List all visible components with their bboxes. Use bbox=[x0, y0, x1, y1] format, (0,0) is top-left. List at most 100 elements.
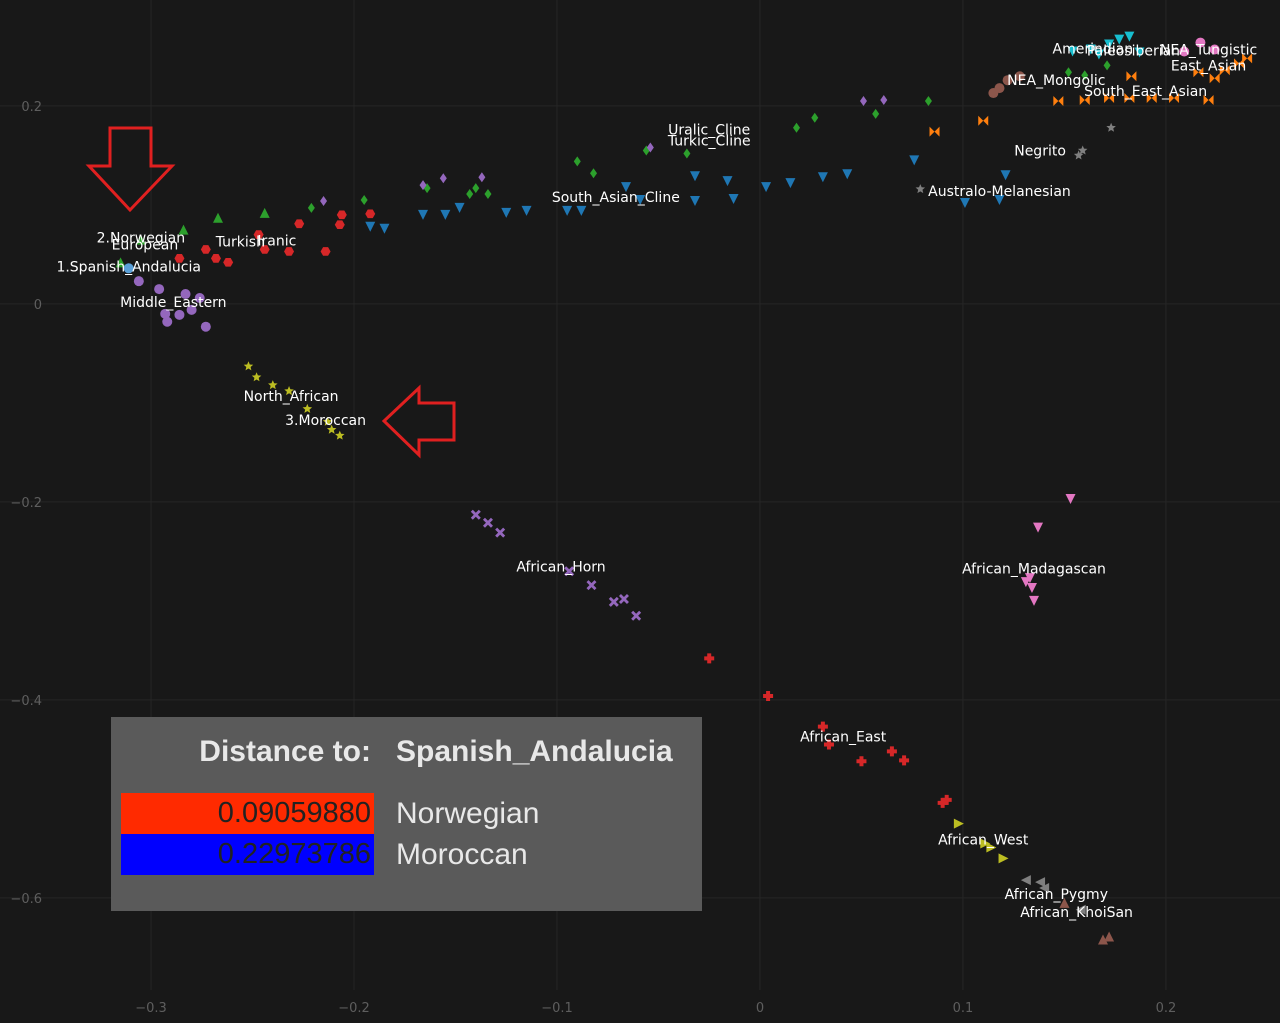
point bbox=[200, 245, 211, 254]
point bbox=[978, 115, 989, 126]
point bbox=[683, 148, 691, 159]
point bbox=[320, 247, 331, 256]
point bbox=[1179, 46, 1190, 57]
annotation: European bbox=[112, 238, 179, 254]
point bbox=[213, 212, 224, 223]
annotation: North_African bbox=[244, 389, 339, 405]
point bbox=[1124, 31, 1135, 42]
point bbox=[1077, 145, 1088, 155]
annotation: Australo-Melanesian bbox=[928, 184, 1071, 200]
point bbox=[135, 234, 146, 245]
table-header: Distance to: bbox=[199, 735, 371, 768]
annotation: Turkic_Cline bbox=[667, 134, 751, 150]
annotation: Amerindian bbox=[1053, 42, 1134, 58]
point bbox=[1033, 522, 1044, 533]
x-tick-label: 0.2 bbox=[1156, 1001, 1177, 1016]
y-tick-label: −0.6 bbox=[10, 892, 42, 907]
point bbox=[1242, 53, 1253, 64]
point bbox=[115, 257, 126, 268]
point bbox=[915, 184, 926, 194]
x-tick-label: −0.2 bbox=[338, 1001, 370, 1016]
point bbox=[1209, 44, 1220, 55]
x-tick-label: 0.1 bbox=[953, 1001, 974, 1016]
point bbox=[856, 756, 867, 767]
point bbox=[1103, 60, 1111, 71]
point bbox=[180, 289, 191, 300]
point bbox=[608, 596, 619, 607]
point bbox=[959, 197, 970, 208]
point bbox=[690, 171, 701, 182]
point bbox=[1219, 65, 1230, 76]
point bbox=[174, 254, 185, 263]
point bbox=[174, 309, 185, 320]
point bbox=[1073, 150, 1084, 160]
point bbox=[1067, 46, 1078, 57]
point bbox=[302, 403, 313, 413]
annotation: Iranic bbox=[257, 234, 296, 250]
point bbox=[1002, 75, 1013, 86]
annotation: African_Madagascan bbox=[962, 561, 1106, 577]
point bbox=[495, 527, 506, 538]
point bbox=[178, 224, 189, 235]
point bbox=[1124, 93, 1135, 104]
point bbox=[1039, 883, 1050, 894]
point bbox=[763, 690, 774, 701]
point bbox=[160, 308, 171, 319]
point bbox=[365, 221, 376, 232]
point bbox=[994, 83, 1005, 94]
point bbox=[1000, 170, 1011, 181]
point bbox=[259, 207, 270, 218]
point bbox=[1020, 577, 1031, 588]
point bbox=[154, 284, 165, 295]
point bbox=[573, 156, 581, 167]
distance-value: 0.22973786 bbox=[121, 834, 374, 875]
point bbox=[704, 653, 715, 664]
point bbox=[334, 220, 345, 230]
point bbox=[1209, 73, 1220, 84]
point bbox=[562, 205, 573, 216]
point bbox=[210, 254, 221, 263]
point bbox=[1169, 93, 1180, 104]
point bbox=[761, 182, 772, 193]
point bbox=[521, 205, 532, 216]
point bbox=[924, 95, 932, 106]
point bbox=[501, 207, 512, 218]
point bbox=[1075, 904, 1086, 915]
point bbox=[859, 95, 867, 106]
point bbox=[466, 189, 474, 200]
point bbox=[646, 142, 654, 153]
point bbox=[941, 794, 952, 805]
annotation: South_East_Asian bbox=[1084, 84, 1207, 100]
point bbox=[785, 178, 796, 189]
point bbox=[484, 189, 492, 200]
annotation: African_West bbox=[938, 833, 1029, 849]
point bbox=[690, 195, 701, 206]
point bbox=[186, 304, 197, 315]
point bbox=[1106, 122, 1116, 132]
annotation: South_Asian_Cline bbox=[552, 190, 680, 206]
point bbox=[1203, 94, 1214, 105]
point bbox=[284, 247, 295, 256]
point bbox=[929, 126, 940, 137]
point bbox=[586, 580, 597, 591]
point bbox=[307, 202, 315, 213]
population-name: Moroccan bbox=[396, 838, 528, 871]
annotation: Uralic_Cline bbox=[668, 123, 750, 139]
annotation: 1.Spanish_Andalucia bbox=[56, 259, 200, 275]
point bbox=[576, 205, 587, 216]
y-tick-label: 0.2 bbox=[21, 100, 42, 115]
point bbox=[1035, 877, 1046, 888]
point bbox=[1079, 94, 1090, 105]
point bbox=[133, 276, 144, 287]
annotation: East_Asian bbox=[1171, 58, 1246, 74]
point bbox=[284, 386, 294, 396]
point bbox=[811, 112, 819, 123]
point bbox=[909, 155, 920, 166]
table-row: 0.09059880 Norwegian bbox=[121, 793, 691, 834]
annotation: Middle_Eastern bbox=[120, 295, 226, 311]
annotation: NEA_Tungistic bbox=[1160, 43, 1257, 59]
point bbox=[590, 168, 598, 179]
annotation: Negrito bbox=[1014, 143, 1066, 159]
point bbox=[1085, 44, 1096, 55]
annotation: African_East bbox=[800, 730, 887, 746]
